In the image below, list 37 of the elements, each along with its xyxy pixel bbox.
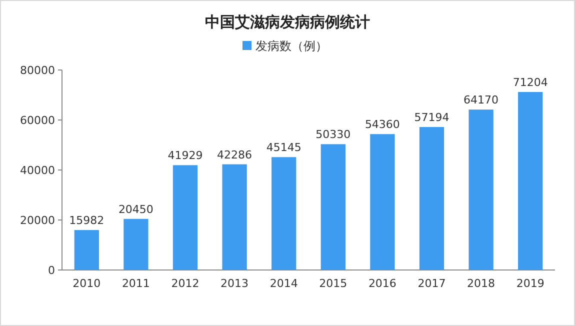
x-tick-label: 2017 [418, 277, 446, 290]
data-label: 15982 [69, 214, 104, 228]
chart-title: 中国艾滋病发病病例统计 [205, 13, 370, 31]
x-tick-label: 2010 [72, 277, 101, 290]
data-label: 54360 [364, 118, 400, 132]
x-tick-label: 2014 [270, 277, 298, 290]
data-label: 50330 [316, 128, 351, 142]
data-label: 64170 [464, 94, 499, 107]
bar [124, 218, 148, 270]
bar [172, 165, 198, 270]
bar [518, 92, 543, 270]
x-tick-label: 2011 [122, 277, 150, 290]
x-tick-label: 2016 [368, 277, 396, 290]
bar [320, 144, 346, 270]
y-tick-label: 0 [48, 264, 55, 277]
y-tick-label: 60000 [20, 114, 55, 127]
data-label: 45145 [266, 141, 302, 154]
x-tick-label: 2012 [171, 277, 200, 290]
bar [222, 164, 247, 270]
y-tick-label: 20000 [20, 214, 55, 227]
bar [468, 110, 494, 270]
bar [272, 157, 296, 270]
x-tick-label: 2015 [319, 277, 348, 290]
data-label: 57194 [414, 111, 450, 124]
bar [74, 230, 99, 270]
bar [419, 127, 444, 270]
x-tick-label: 2013 [220, 277, 249, 290]
data-label: 71204 [512, 76, 548, 89]
x-tick-label: 2018 [467, 277, 496, 290]
data-label: 20450 [118, 202, 154, 216]
bar [370, 134, 395, 270]
data-label: 42286 [217, 148, 252, 162]
y-tick-label: 80000 [20, 64, 55, 77]
x-tick-label: 2019 [516, 277, 544, 290]
legend-label: 发病数（例） [256, 39, 328, 53]
y-tick-label: 40000 [20, 164, 55, 177]
data-label: 41929 [168, 149, 203, 162]
